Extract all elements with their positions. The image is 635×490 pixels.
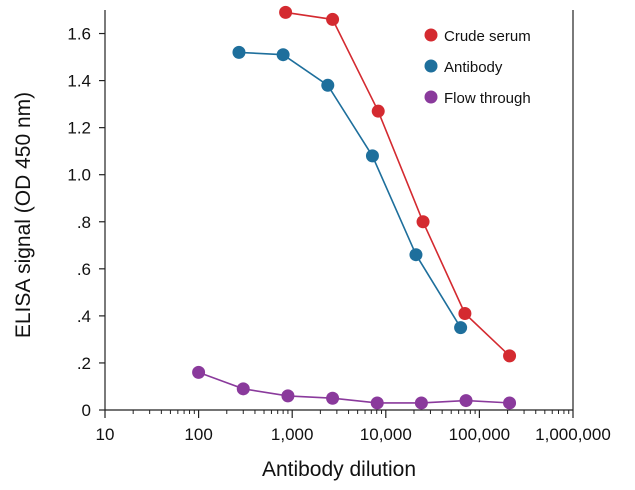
series-line [285,11,511,357]
data-point [503,396,517,410]
x-tick-label: 10,000 [360,425,412,444]
data-point [371,104,385,118]
legend-marker [424,59,438,73]
data-point [232,45,246,59]
axes [104,10,574,411]
data-point [409,248,423,262]
data-point [281,389,295,403]
y-tick-label: .2 [77,354,91,373]
data-point [326,391,340,405]
series-line [198,371,510,404]
data-point [365,149,379,163]
y-tick-label: .8 [77,213,91,232]
y-tick-label: .6 [77,260,91,279]
y-axis-title: ELISA signal (OD 450 nm) [12,92,35,338]
y-tick-label: 1.4 [67,72,91,91]
y-tick-label: .4 [77,307,91,326]
y-axis-ticks: 0 .2 .4 .6 .8 1.0 1.2 1.4 1.6 [67,25,105,420]
x-tick-label: 100,000 [449,425,510,444]
series-line [238,51,462,329]
x-tick-label: 100 [184,425,212,444]
legend-marker [424,90,438,104]
legend-marker [424,28,438,42]
data-point [414,396,428,410]
legend-label: Antibody [444,59,503,76]
x-tick-label: 1,000,000 [535,425,611,444]
y-tick-label: 1.2 [67,119,91,138]
data-point [192,365,206,379]
x-tick-label: 1,000 [271,425,314,444]
data-point [458,307,472,321]
data-point [416,215,430,229]
y-tick-label: 1.6 [67,25,91,44]
series-flow-through [192,365,517,410]
series-antibody [232,45,468,335]
data-point [454,321,468,335]
data-point [321,78,335,92]
x-tick-label: 10 [96,425,115,444]
legend-label: Crude serum [444,28,531,45]
x-axis-title: Antibody dilution [262,458,416,481]
data-point [276,48,290,62]
series-crude-serum [279,5,517,363]
x-axis-ticks: 10 100 1,000 10,000 100,000 1,000,000 [96,410,611,444]
y-tick-label: 1.0 [67,166,91,185]
data-point [503,349,517,363]
data-point [236,382,250,396]
data-point [279,5,293,19]
data-point [459,394,473,408]
data-point [370,396,384,410]
series-layer [192,5,517,410]
legend: Crude serum Antibody Flow through [424,28,531,107]
legend-label: Flow through [444,90,531,107]
data-point [326,12,340,26]
y-tick-label: 0 [82,401,91,420]
